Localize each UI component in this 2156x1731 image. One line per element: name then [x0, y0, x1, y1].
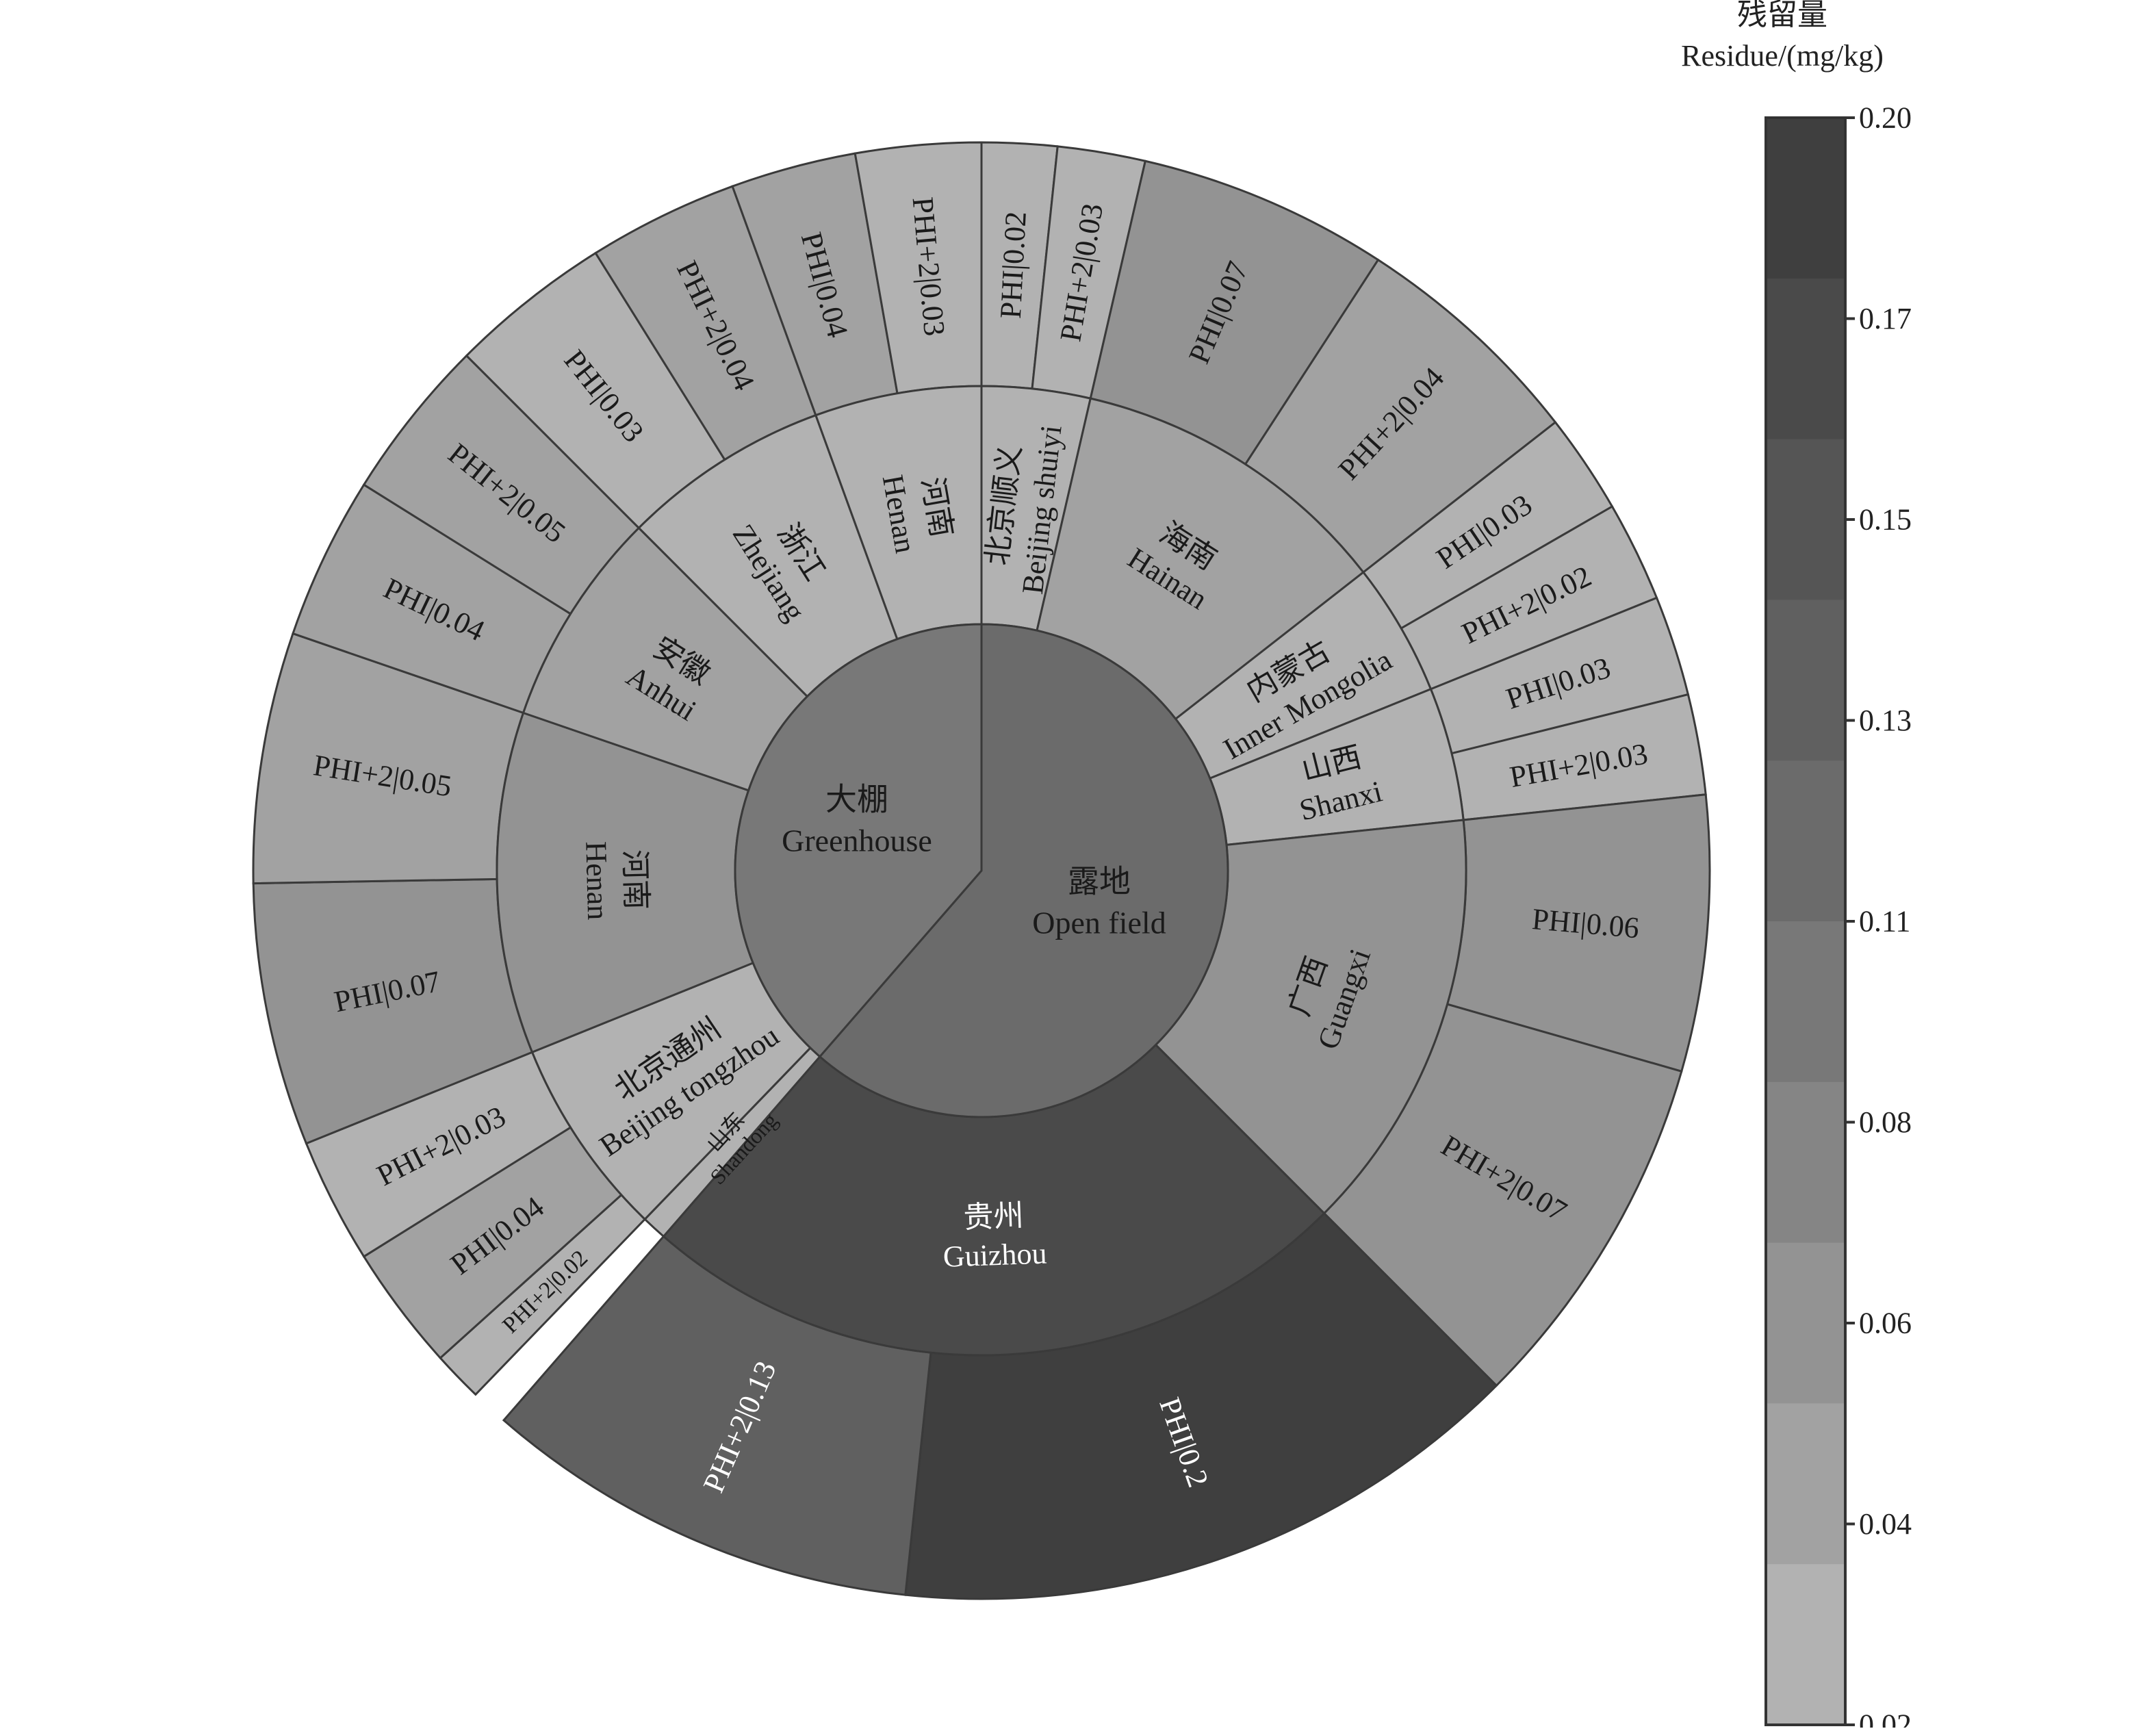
colorbar-tick-label: 0.08 — [1859, 1105, 1912, 1139]
sunburst-rings: PHI|0.02 PHI+2|0.03 PHI|0.07PHI+2|0.04PHI|… — [252, 141, 1711, 1600]
colorbar-band — [1766, 1403, 1845, 1565]
colorbar-band — [1766, 278, 1845, 440]
colorbar-band — [1766, 1564, 1845, 1726]
inner-label-en: Open field — [1032, 906, 1166, 940]
middle-label-cn: 贵州 — [963, 1199, 1025, 1235]
colorbar-band — [1766, 921, 1845, 1083]
colorbar-tick-label: 0.13 — [1859, 704, 1912, 737]
colorbar-tick-label: 0.02 — [1859, 1708, 1912, 1728]
colorbar-tick-label: 0.04 — [1859, 1507, 1912, 1541]
inner-label-cn: 大棚 — [825, 782, 888, 817]
colorbar-tick-label: 0.17 — [1859, 302, 1912, 335]
colorbar-band — [1766, 1081, 1845, 1244]
inner-label-cn: 露地 — [1068, 864, 1131, 899]
colorbar-band — [1766, 600, 1845, 761]
outer-label: PHI|0.02 — [994, 211, 1033, 320]
inner-segment — [818, 623, 1229, 1118]
inner-label-en: Greenhouse — [782, 823, 932, 858]
colorbar-tick-label: 0.11 — [1859, 905, 1910, 938]
colorbar-tick-label: 0.20 — [1859, 101, 1912, 135]
middle-label-en: Guizhou — [942, 1237, 1047, 1274]
colorbar-title-cn: 残留量 — [1737, 0, 1827, 31]
colorbar-band — [1766, 760, 1845, 922]
colorbar-tick-label: 0.15 — [1859, 503, 1912, 537]
colorbar-band — [1766, 1242, 1845, 1404]
middle-label-cn: 河南 — [618, 849, 653, 910]
middle-label-en: Henan — [579, 841, 615, 921]
colorbar-band — [1766, 439, 1845, 600]
colorbar: 残留量 Residue/(mg/kg) 0.20 0.17 0.15 0.13 0.11… — [1681, 0, 1912, 1731]
colorbar-band — [1766, 118, 1845, 279]
colorbar-tick-label: 0.06 — [1859, 1307, 1912, 1340]
colorbar-title-en: Residue/(mg/kg) — [1681, 39, 1884, 73]
inner-segment — [734, 623, 983, 1058]
